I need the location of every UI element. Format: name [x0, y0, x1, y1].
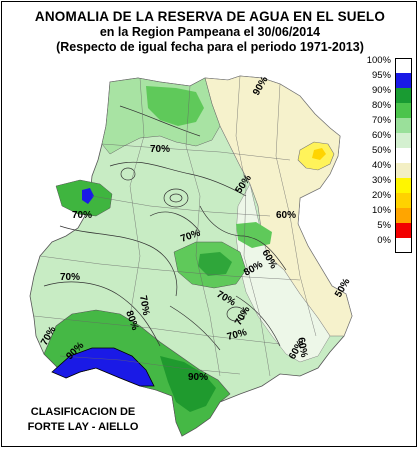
legend-entry: 70% [364, 115, 418, 133]
legend-swatch [395, 148, 412, 163]
legend-label: 20% [371, 190, 391, 201]
legend-label: 60% [371, 130, 391, 141]
legend-label: 30% [371, 175, 391, 186]
legend-entry: 80% [364, 100, 418, 118]
legend-entry: 20% [364, 190, 418, 208]
legend-swatch [395, 58, 412, 73]
legend-entry: 100% [364, 55, 418, 73]
map-subtitle-period: (Respecto de igual fecha para el periodo… [56, 40, 364, 54]
legend-swatch [395, 208, 412, 223]
isoline-label: 50% [333, 277, 353, 300]
isoline-label: 60% [276, 210, 296, 221]
legend-swatch [395, 88, 412, 103]
legend-label: 90% [371, 85, 391, 96]
legend-entry: 95% [364, 70, 418, 88]
legend-entry: 90% [364, 85, 418, 103]
legend-swatch [395, 223, 412, 238]
legend-entry: 50% [364, 145, 418, 163]
legend-label: 50% [371, 145, 391, 156]
legend-entry: 5% [364, 220, 418, 238]
color-legend: 100% 95% 90% 80% 70% 60% 50% 40% 30% 20% 10% 5% 0% [364, 55, 418, 253]
legend-swatch [395, 118, 412, 133]
zone-90-south [160, 356, 216, 412]
legend-swatch [395, 163, 412, 178]
legend-swatch [395, 238, 412, 253]
isoline-label: 70% [226, 327, 248, 343]
legend-label: 95% [371, 70, 391, 81]
isoline-label: 90% [188, 372, 208, 383]
legend-label: 100% [366, 55, 391, 66]
image-frame [1, 1, 417, 447]
legend-label: 5% [377, 220, 391, 231]
legend-entry: 30% [364, 175, 418, 193]
legend-label: 10% [371, 205, 391, 216]
isolines [43, 105, 287, 351]
zone-95-west [82, 188, 94, 204]
legend-entry: 40% [364, 160, 418, 178]
zone-90-center [198, 252, 232, 276]
legend-label: 0% [377, 235, 391, 246]
zone-95-south [51, 347, 155, 387]
map-subtitle-date: en la Region Pampeana el 30/06/2014 [99, 25, 321, 39]
isoline-label: 70% [137, 295, 151, 317]
department-boundaries [33, 75, 317, 377]
legend-swatch [395, 133, 412, 148]
isoline-label: 70% [150, 144, 170, 155]
isoline-label: 70% [72, 210, 92, 221]
isoline-label: 60% [295, 337, 309, 359]
zone-20 [312, 148, 326, 160]
zone-80-east [236, 222, 272, 248]
legend-label: 80% [371, 100, 391, 111]
isoline-label: 70% [60, 272, 80, 283]
legend-entry: 10% [364, 205, 418, 223]
credit-line2: FORTE LAY - AIELLO [27, 421, 139, 433]
credit-line1: CLASIFICACION DE [30, 406, 136, 418]
legend-entry: 0% [364, 235, 418, 253]
map-title: ANOMALIA DE LA RESERVA DE AGUA EN EL SUE… [34, 9, 386, 24]
legend-swatch [395, 73, 412, 88]
legend-entry: 60% [364, 130, 418, 148]
region-map: 90% 70% 50% 70% 60% 70% 70% 60% 80% 70% … [0, 56, 360, 448]
map-svg: 90% 70% 50% 70% 60% 70% 70% 60% 80% 70% … [29, 75, 353, 437]
legend-label: 40% [371, 160, 391, 171]
legend-swatch [395, 103, 412, 118]
legend-swatch [395, 178, 412, 193]
zone-40-50 [204, 75, 353, 337]
legend-label: 70% [371, 115, 391, 126]
legend-swatch [395, 193, 412, 208]
